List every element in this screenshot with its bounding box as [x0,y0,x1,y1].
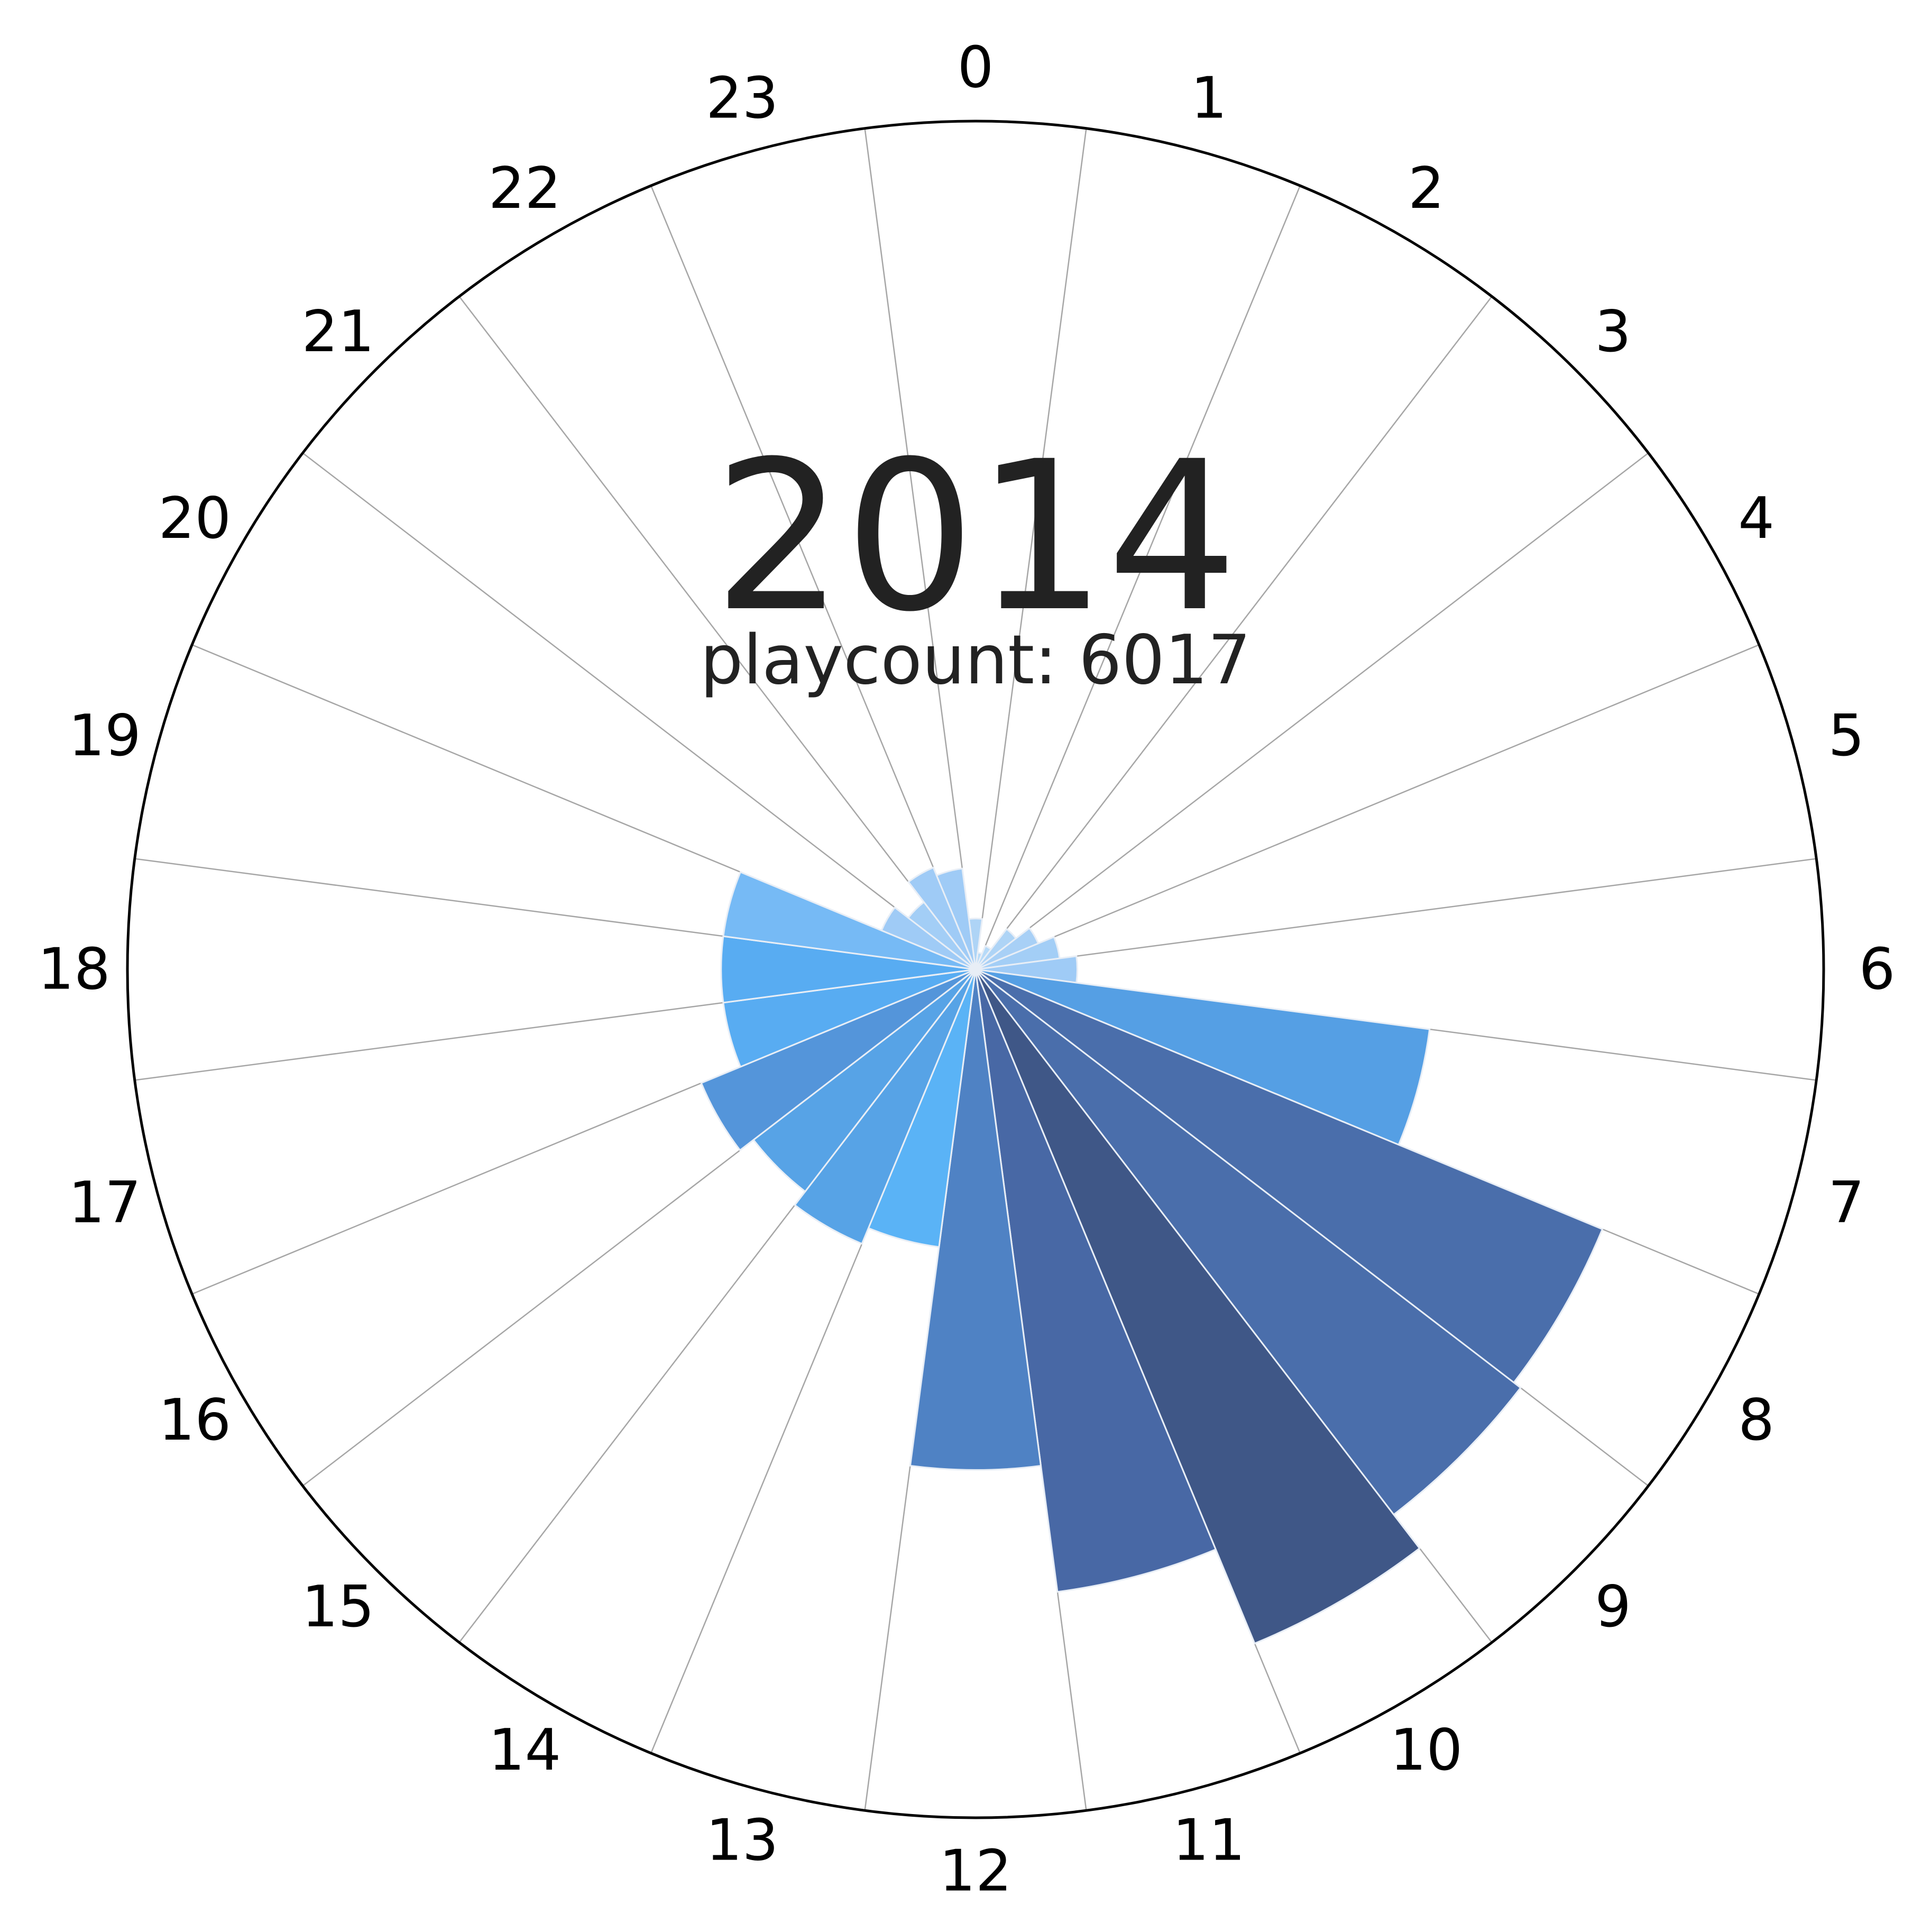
tick-label-13: 13 [706,1807,778,1873]
tick-label-21: 21 [302,299,374,365]
grid-spoke [650,185,977,970]
bar-hour-8 [975,968,1604,1384]
grid-spoke [302,452,976,970]
tick-label-23: 23 [706,66,778,132]
chart-subtitle: playcount: 6017 [700,621,1251,700]
grid-spoke [975,452,1649,970]
bar-hour-20 [880,906,976,970]
tick-label-16: 16 [159,1387,231,1453]
grid-spoke [975,296,1493,970]
tick-label-15: 15 [302,1574,374,1640]
grid-spoke [974,185,1301,970]
tick-label-18: 18 [38,937,110,1003]
tick-label-4: 4 [1738,486,1774,552]
bar-hour-11 [974,969,1217,1593]
bar-hour-9 [974,968,1522,1516]
tick-label-0: 0 [958,35,994,101]
bar-hour-22 [907,866,977,970]
tick-label-20: 20 [159,486,231,552]
tick-label-3: 3 [1595,299,1631,365]
bar-hour-16 [700,968,976,1151]
polar-frame [126,120,1825,1819]
tick-label-10: 10 [1390,1717,1463,1783]
bar-hour-10 [974,969,1421,1645]
tick-label-22: 22 [489,155,561,222]
tick-label-6: 6 [1859,937,1896,1003]
grid-spoke [974,128,1087,970]
grid-spoke [458,296,976,970]
bar-hour-14 [794,969,977,1245]
tick-label-19: 19 [68,703,141,769]
tick-label-5: 5 [1828,703,1865,769]
tick-label-9: 9 [1595,1574,1631,1640]
grid-spoke [975,858,1817,970]
grid-spoke [975,644,1760,970]
bar-hour-19 [722,871,976,970]
grid-spoke [864,128,977,970]
tick-label-7: 7 [1828,1170,1865,1236]
tick-label-12: 12 [939,1838,1012,1904]
bar-series [700,866,1604,1645]
bar-hour-23 [935,867,977,970]
chart-title: 2014 [713,417,1238,657]
bar-hour-7 [975,968,1431,1146]
tick-label-1: 1 [1191,66,1227,132]
tick-label-8: 8 [1738,1387,1774,1453]
tick-label-17: 17 [68,1170,141,1236]
bar-hour-12 [909,969,1042,1471]
tick-label-11: 11 [1173,1807,1245,1873]
tick-label-2: 2 [1408,155,1445,222]
tick-label-14: 14 [489,1717,561,1783]
